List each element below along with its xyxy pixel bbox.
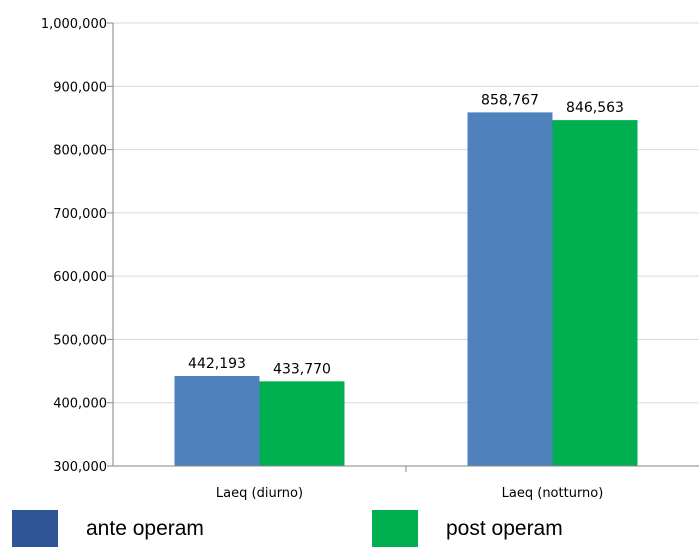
data-label: 433,770 xyxy=(273,361,331,377)
legend-label-ante-operam: ante operam xyxy=(86,516,204,540)
data-labels: 442,193 433,770 858,767 846,563 xyxy=(188,92,624,377)
y-tick-label: 900,000 xyxy=(53,80,107,95)
legend-label-post-operam: post operam xyxy=(446,516,563,540)
y-tick-label: 1,000,000 xyxy=(41,17,107,32)
legend-item-ante-operam: ante operam xyxy=(12,510,204,547)
x-axis-category-labels: Laeq (diurno) Laeq (notturno) xyxy=(216,486,603,501)
y-tick-label: 500,000 xyxy=(53,333,107,348)
data-label: 442,193 xyxy=(188,356,246,372)
y-tick-label: 400,000 xyxy=(53,397,107,412)
y-tick-label: 800,000 xyxy=(53,144,107,159)
bars xyxy=(174,112,638,466)
y-tick-label: 300,000 xyxy=(53,460,107,475)
y-tick-label: 700,000 xyxy=(53,207,107,222)
legend-swatch-post-operam xyxy=(372,510,418,547)
bar-post-operam-2 xyxy=(552,120,638,466)
bar-ante-operam-2 xyxy=(467,112,553,466)
bar-post-operam-1 xyxy=(259,381,345,466)
legend-swatch-ante-operam xyxy=(12,510,58,547)
data-label: 858,767 xyxy=(481,92,539,108)
y-tick-label: 600,000 xyxy=(53,270,107,285)
bar-ante-operam-1 xyxy=(174,376,260,466)
y-axis-tick-labels: 300,000 400,000 500,000 600,000 700,000 800,0… xyxy=(41,17,107,475)
data-label: 846,563 xyxy=(566,100,624,116)
x-category-label: Laeq (diurno) xyxy=(216,486,303,501)
x-category-label: Laeq (notturno) xyxy=(502,486,604,501)
axes xyxy=(112,23,699,472)
legend-item-post-operam: post operam xyxy=(372,510,563,547)
